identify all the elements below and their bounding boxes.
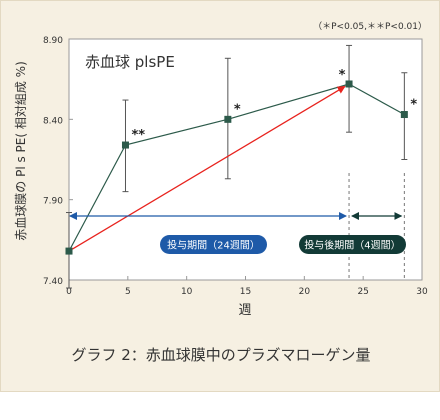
significance-marker: ** xyxy=(131,128,145,143)
significance-marker: * xyxy=(410,98,417,113)
x-tick-label: 5 xyxy=(125,287,131,297)
x-tick-label: 10 xyxy=(181,287,193,297)
y-tick-label: 8.90 xyxy=(43,36,63,46)
y-tick-label: 8.40 xyxy=(43,116,63,126)
x-tick-label: 25 xyxy=(357,287,368,297)
chart: （＊P<0.05,＊＊P<0.01） 赤血球 plsPE 赤血球膜の Pl s … xyxy=(14,21,428,318)
data-point xyxy=(345,80,353,88)
x-tick-label: 15 xyxy=(240,287,251,297)
administration-period-label: 投与期間（24週間） xyxy=(167,239,260,252)
y-tick-label: 7.90 xyxy=(43,197,63,207)
y-tick-label: 7.40 xyxy=(43,277,63,287)
figure-panel: （＊P<0.05,＊＊P<0.01） 赤血球 plsPE 赤血球膜の Pl s … xyxy=(0,0,440,392)
post-administration-period-badge: 投与後期間（4週間） xyxy=(299,235,406,254)
significance-note: （＊P<0.05,＊＊P<0.01） xyxy=(313,21,427,32)
y-axis-label: 赤血球膜の Pl s PE( 相対組成 %) xyxy=(14,61,28,240)
data-point xyxy=(121,141,129,149)
significance-marker: * xyxy=(234,102,241,117)
data-point xyxy=(65,247,73,255)
x-axis-label: 週 xyxy=(238,303,251,318)
data-point xyxy=(400,111,408,119)
significance-marker: * xyxy=(339,68,346,83)
figure-caption: グラフ 2：赤血球膜中のプラズマローゲン量 xyxy=(71,346,371,364)
error-bar xyxy=(346,44,353,133)
administration-period-badge: 投与期間（24週間） xyxy=(160,235,267,254)
data-point xyxy=(224,115,232,123)
post-administration-period-label: 投与後期間（4週間） xyxy=(304,239,400,252)
x-tick-label: 0 xyxy=(66,287,72,297)
x-tick-label: 30 xyxy=(416,287,428,297)
x-tick-label: 20 xyxy=(299,287,311,297)
trend-arrow xyxy=(72,85,346,250)
chart-title: 赤血球 plsPE xyxy=(85,53,175,71)
